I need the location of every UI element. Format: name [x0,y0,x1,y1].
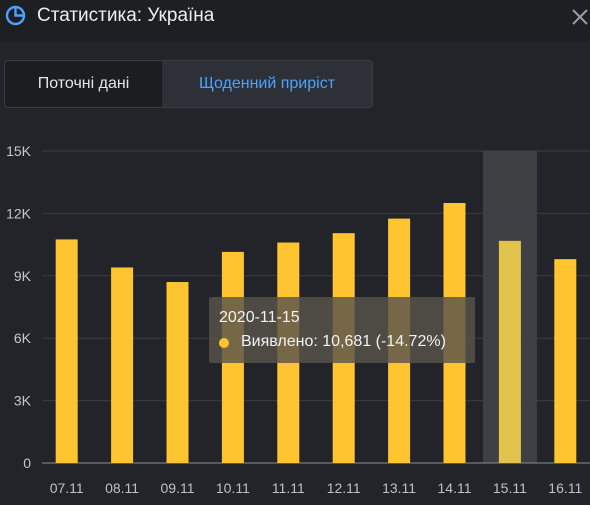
y-tick-label: 15K [6,143,32,159]
bar [111,267,134,463]
title-bar: Статистика: Україна [0,0,590,42]
pie-chart-icon [5,5,26,26]
x-tick-label: 15.11 [493,480,527,496]
x-tick-label: 09.11 [161,480,195,496]
chart-tooltip: 2020-11-15 Виявлено: 10,681 (-14.72%) [209,297,475,363]
bar [55,239,78,463]
x-tick-label: 07.11 [50,480,84,496]
x-tick-label: 08.11 [105,480,139,496]
tooltip-value: Виявлено: 10,681 (-14.72%) [241,333,446,350]
x-tick-label: 10.11 [216,480,250,496]
y-tick-label: 3K [14,393,32,409]
x-tick-label: 14.11 [438,480,472,496]
x-tick-label: 11.11 [272,480,305,496]
daily-growth-chart: 0 3K 6K 9K 12K 15K 07.11 08.11 09.11 10.11 11.11 12… [6,143,590,496]
tab-daily-growth[interactable]: Щоденний приріст [162,61,372,107]
y-tick-label: 12K [6,205,32,221]
y-tick-label: 0 [23,455,31,471]
tooltip-series-marker [219,338,229,348]
x-tick-label: 12.11 [327,480,361,496]
bar [554,259,577,463]
tab-current-data[interactable]: Поточні дані [5,61,162,107]
bar [166,282,189,463]
x-tick-label: 13.11 [382,480,416,496]
y-tick-label: 6K [14,330,32,346]
close-icon[interactable] [570,4,590,28]
tooltip-date: 2020-11-15 [219,309,300,326]
bar [498,240,521,463]
x-tick-label: 16.11 [548,480,582,496]
stats-tabs: Поточні дані Щоденний приріст [4,60,373,108]
y-tick-label: 9K [14,268,32,284]
window-title: Статистика: Україна [37,5,215,26]
